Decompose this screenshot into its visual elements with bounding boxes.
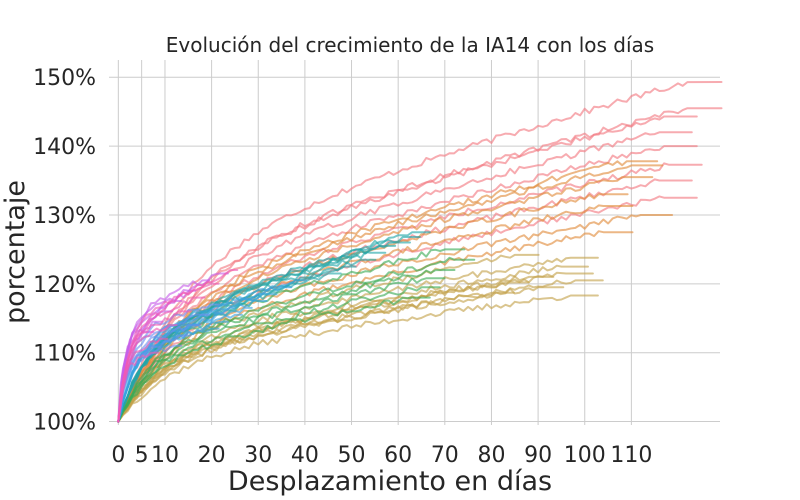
y-tick-label: 150% — [33, 66, 96, 91]
y-tick-label: 100% — [33, 411, 96, 436]
series-line — [117, 145, 698, 423]
x-tick-label: 70 — [431, 443, 459, 468]
y-axis-title: porcentaje — [0, 180, 31, 324]
series-line — [117, 294, 599, 423]
series-line — [117, 164, 664, 423]
grid-lines — [109, 60, 720, 425]
chart-title: Evolución del crecimiento de la IA14 con… — [166, 33, 654, 57]
x-tick-label: 10 — [151, 443, 179, 468]
y-tick-label: 120% — [33, 273, 96, 298]
x-tick-label: 20 — [198, 443, 226, 468]
y-tick-label: 140% — [33, 135, 96, 160]
series-line — [117, 256, 599, 423]
series-line — [117, 160, 659, 423]
x-tick-label: 40 — [291, 443, 319, 468]
series-line — [117, 277, 446, 423]
x-tick-label: 0 — [111, 443, 125, 468]
series-line — [117, 131, 693, 423]
series-line — [117, 269, 239, 423]
series-line — [117, 286, 441, 423]
series-line — [117, 81, 723, 423]
x-tick-label: 80 — [477, 443, 505, 468]
y-tick-label: 110% — [33, 342, 96, 367]
x-axis-title: Desplazamiento en días — [228, 466, 552, 497]
series-line — [117, 351, 159, 423]
y-tick-label: 130% — [33, 204, 96, 229]
series-line — [117, 296, 431, 423]
x-tick-label: 100 — [564, 443, 606, 468]
x-tick-label: 90 — [524, 443, 552, 468]
x-tick-label: 5 — [135, 443, 149, 468]
series-line — [117, 334, 192, 423]
series-lines — [117, 81, 723, 423]
tick-labels: 0 5 10 20 30 40 50 60 70 80 90 100 110 100% 110% 120% 13… — [33, 66, 652, 468]
x-tick-label: 110 — [610, 443, 652, 468]
series-line — [117, 282, 220, 423]
x-tick-label: 50 — [338, 443, 366, 468]
series-line — [117, 269, 456, 423]
x-tick-label: 30 — [244, 443, 272, 468]
series-line — [117, 291, 515, 423]
x-tick-label: 60 — [384, 443, 412, 468]
